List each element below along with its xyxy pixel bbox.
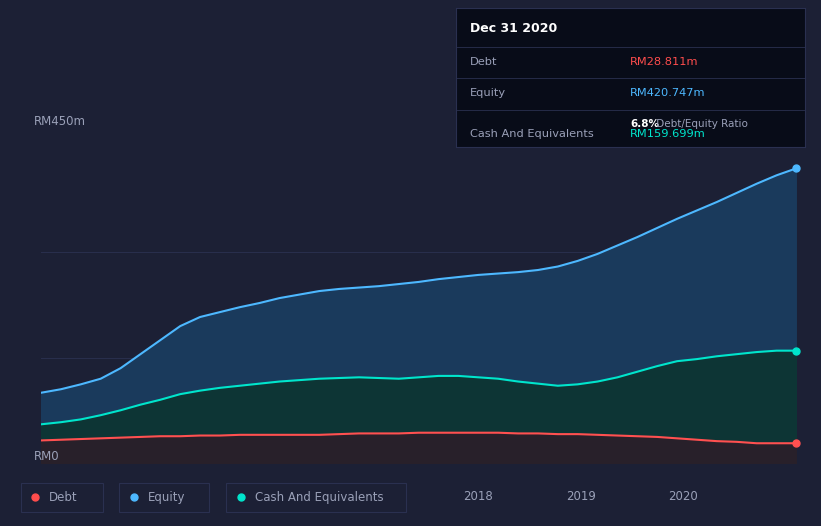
- Text: Debt: Debt: [49, 491, 78, 503]
- FancyBboxPatch shape: [119, 483, 209, 511]
- Text: Cash And Equivalents: Cash And Equivalents: [255, 491, 383, 503]
- Text: Debt: Debt: [470, 57, 497, 67]
- FancyBboxPatch shape: [21, 483, 103, 511]
- Text: Cash And Equivalents: Cash And Equivalents: [470, 129, 594, 139]
- Text: RM420.747m: RM420.747m: [631, 88, 705, 98]
- Text: 6.8%: 6.8%: [631, 119, 659, 129]
- Text: Equity: Equity: [148, 491, 186, 503]
- Text: Dec 31 2020: Dec 31 2020: [470, 22, 557, 35]
- Text: Debt/Equity Ratio: Debt/Equity Ratio: [653, 119, 748, 129]
- Text: 2019: 2019: [566, 490, 595, 502]
- Text: 2017: 2017: [360, 490, 390, 502]
- Text: RM450m: RM450m: [34, 115, 85, 128]
- Text: RM159.699m: RM159.699m: [631, 129, 706, 139]
- Text: RM0: RM0: [34, 450, 59, 463]
- Text: 2020: 2020: [668, 490, 698, 502]
- Text: Equity: Equity: [470, 88, 506, 98]
- Text: 2015: 2015: [154, 490, 185, 502]
- FancyBboxPatch shape: [226, 483, 406, 511]
- Text: RM28.811m: RM28.811m: [631, 57, 699, 67]
- Text: 2018: 2018: [463, 490, 493, 502]
- Text: 2016: 2016: [257, 490, 287, 502]
